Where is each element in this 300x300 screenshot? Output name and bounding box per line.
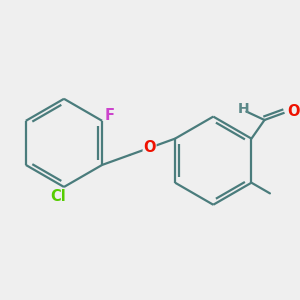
Text: O: O xyxy=(143,140,156,155)
Text: O: O xyxy=(287,104,299,119)
Text: F: F xyxy=(104,108,114,123)
Text: Cl: Cl xyxy=(50,189,66,204)
Text: H: H xyxy=(238,102,249,116)
